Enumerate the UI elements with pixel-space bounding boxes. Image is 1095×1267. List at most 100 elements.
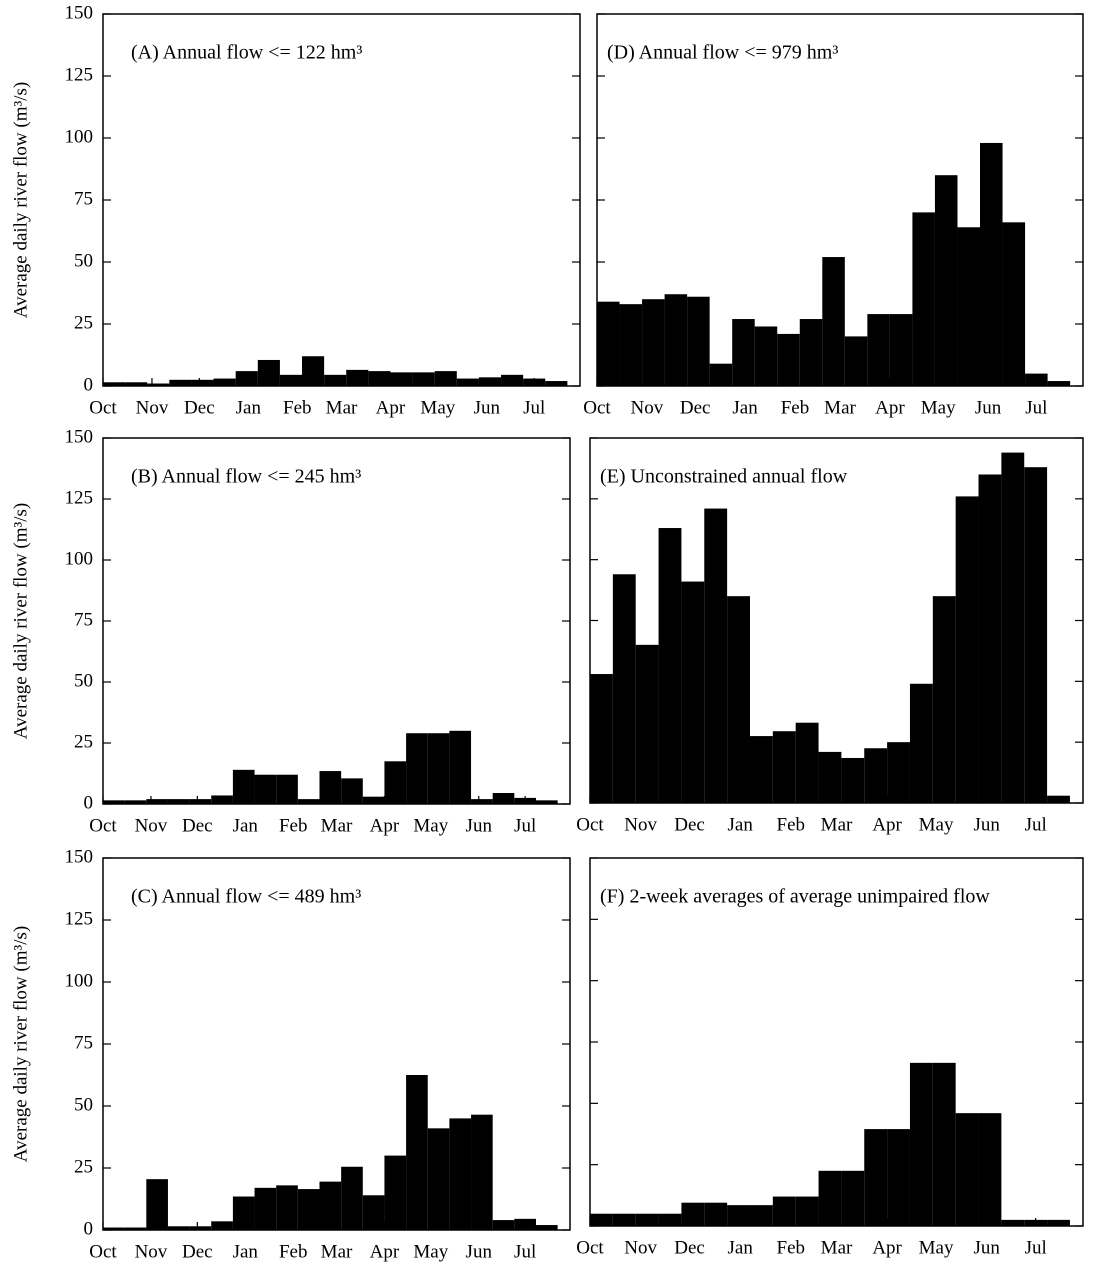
x-tick-label: Nov xyxy=(624,814,657,835)
bar xyxy=(681,1202,705,1226)
bar xyxy=(1001,1219,1025,1226)
x-tick-label: Feb xyxy=(283,397,312,418)
bar xyxy=(167,799,190,804)
annotation: (B) Annual flow <= 245 hm³ xyxy=(131,466,361,488)
bar xyxy=(434,371,457,386)
y-tick-label: 50 xyxy=(74,670,93,691)
y-tick-label: 150 xyxy=(65,2,94,23)
bar xyxy=(909,1062,933,1226)
y-tick-label: 150 xyxy=(65,426,94,447)
bar xyxy=(727,596,750,803)
bar xyxy=(279,374,303,386)
bar xyxy=(818,751,842,803)
bar xyxy=(709,363,733,386)
bar xyxy=(341,778,363,804)
x-tick-label: Feb xyxy=(279,1241,308,1262)
bar xyxy=(664,294,688,386)
x-tick-label: Dec xyxy=(680,397,711,418)
x-tick-label: Jun xyxy=(973,814,1000,835)
bar xyxy=(492,1220,515,1230)
bar xyxy=(978,1113,1002,1226)
x-tick-label: May xyxy=(919,814,954,835)
bar xyxy=(889,314,913,386)
bar xyxy=(864,1129,888,1226)
y-tick-label: 75 xyxy=(74,609,93,630)
bar xyxy=(449,730,472,804)
bar xyxy=(449,1118,472,1230)
x-tick-label: May xyxy=(413,1241,448,1262)
bar xyxy=(1047,795,1070,803)
bar xyxy=(934,175,958,386)
bar xyxy=(384,761,407,804)
x-tick-label: Feb xyxy=(777,1237,806,1258)
y-axis-label: Average daily river flow (m³/s) xyxy=(10,503,31,739)
x-tick-label: Jan xyxy=(728,1237,754,1258)
bar xyxy=(535,800,558,804)
x-tick-label: Dec xyxy=(674,814,705,835)
bar xyxy=(612,574,636,803)
x-tick-label: Jul xyxy=(523,397,545,418)
bar xyxy=(125,382,148,386)
bar xyxy=(211,1221,233,1230)
bar xyxy=(635,1213,659,1226)
bar xyxy=(841,757,865,803)
bar xyxy=(978,474,1002,803)
panel: Oct Nov Dec Jan Feb Mar Apr May Jun Jul (F) 2-week… xyxy=(576,857,1084,1258)
y-tick-label: 125 xyxy=(65,487,94,508)
bar xyxy=(319,1181,342,1230)
x-tick-label: Feb xyxy=(777,814,806,835)
plot-frame xyxy=(102,13,581,387)
bar xyxy=(346,369,369,386)
bar xyxy=(501,374,524,386)
x-tick-label: Nov xyxy=(135,815,168,836)
bar xyxy=(167,1226,190,1230)
x-tick-label: Oct xyxy=(89,1241,117,1262)
bar xyxy=(932,596,956,803)
annotation: (C) Annual flow <= 489 hm³ xyxy=(131,886,361,908)
x-tick-label: Jan xyxy=(233,1241,259,1262)
x-tick-label: Jul xyxy=(1025,397,1047,418)
bar xyxy=(887,1129,910,1226)
bar xyxy=(341,1166,363,1230)
bar xyxy=(658,528,682,803)
bar xyxy=(232,769,255,804)
bar xyxy=(841,1170,865,1226)
bar xyxy=(189,1226,212,1230)
bar xyxy=(103,382,126,386)
x-tick-label: Jul xyxy=(1025,814,1047,835)
x-tick-label: Jul xyxy=(1025,1237,1047,1258)
bar xyxy=(795,722,819,803)
bar xyxy=(189,799,212,804)
bar xyxy=(368,371,391,386)
bar xyxy=(612,1213,636,1226)
x-tick-label: Nov xyxy=(136,397,169,418)
y-tick-label: 0 xyxy=(84,1218,94,1239)
x-tick-label: Dec xyxy=(184,397,215,418)
bar xyxy=(704,1202,728,1226)
bar xyxy=(1047,381,1071,386)
bar xyxy=(754,326,778,386)
x-tick-label: Jan xyxy=(732,397,758,418)
panel: Oct Nov Dec Jan Feb Mar Apr May Jun Jul (E) Uncons… xyxy=(576,437,1084,835)
y-tick-label: 100 xyxy=(65,126,94,147)
bar xyxy=(597,301,620,386)
bar xyxy=(795,1196,819,1226)
bar xyxy=(867,314,890,386)
x-tick-label: Dec xyxy=(182,815,213,836)
x-tick-label: Mar xyxy=(321,1241,353,1262)
bar xyxy=(362,796,385,804)
x-tick-label: Mar xyxy=(824,397,856,418)
x-tick-label: Jul xyxy=(514,815,536,836)
bar xyxy=(955,496,979,803)
bar xyxy=(146,1179,168,1230)
annotation: (A) Annual flow <= 122 hm³ xyxy=(131,42,362,64)
y-axis-label: Average daily river flow (m³/s) xyxy=(10,926,31,1162)
bar xyxy=(124,800,147,804)
bar xyxy=(642,299,665,386)
bar xyxy=(297,1189,320,1230)
bar xyxy=(257,359,280,386)
plot-frame xyxy=(102,437,571,805)
bar xyxy=(124,1227,147,1230)
x-tick-label: Mar xyxy=(821,1237,853,1258)
